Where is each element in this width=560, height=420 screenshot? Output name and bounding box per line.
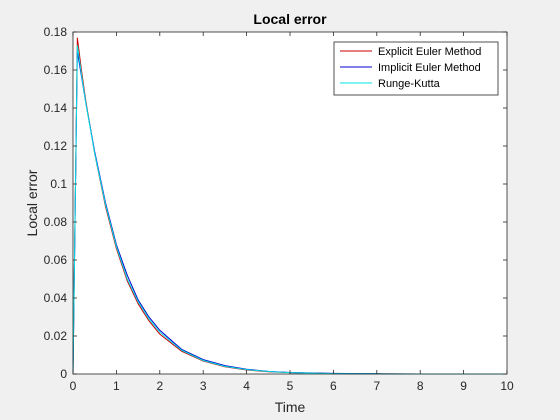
x-tick-label: 0 (70, 379, 77, 393)
x-ticks: 0 1 2 3 4 5 6 7 8 9 10 (70, 32, 514, 393)
legend-label-2: Implicit Euler Method (378, 62, 481, 74)
legend[interactable]: Explicit Euler Method Implicit Euler Meth… (333, 41, 499, 96)
y-axis-label: Local error (24, 169, 40, 236)
x-tick-label: 10 (500, 379, 514, 393)
y-tick-label: 0 (60, 367, 67, 381)
x-tick-label: 3 (200, 379, 207, 393)
x-tick-label: 9 (460, 379, 467, 393)
y-tick-label: 0.02 (44, 329, 68, 343)
y-tick-label: 0.12 (44, 139, 68, 153)
y-tick-label: 0.16 (44, 63, 68, 77)
chart-title: Local error (253, 11, 327, 27)
x-tick-label: 2 (156, 379, 163, 393)
y-tick-label: 0.18 (44, 25, 68, 39)
legend-label-3: Runge-Kutta (378, 78, 441, 90)
y-tick-label: 0.1 (50, 177, 67, 191)
x-tick-label: 6 (330, 379, 337, 393)
y-tick-label: 0.14 (44, 101, 68, 115)
x-axis-label: Time (275, 399, 306, 415)
legend-label-1: Explicit Euler Method (378, 46, 481, 58)
x-tick-label: 7 (373, 379, 380, 393)
x-tick-label: 5 (287, 379, 294, 393)
x-tick-label: 8 (417, 379, 424, 393)
y-tick-label: 0.04 (44, 291, 68, 305)
x-tick-label: 1 (113, 379, 120, 393)
y-tick-label: 0.06 (44, 253, 68, 267)
y-ticks: 0 0.02 0.04 0.06 0.08 0.1 0.12 0.14 0.16 0.18 (44, 25, 507, 381)
y-tick-label: 0.08 (44, 215, 68, 229)
x-tick-label: 4 (243, 379, 250, 393)
